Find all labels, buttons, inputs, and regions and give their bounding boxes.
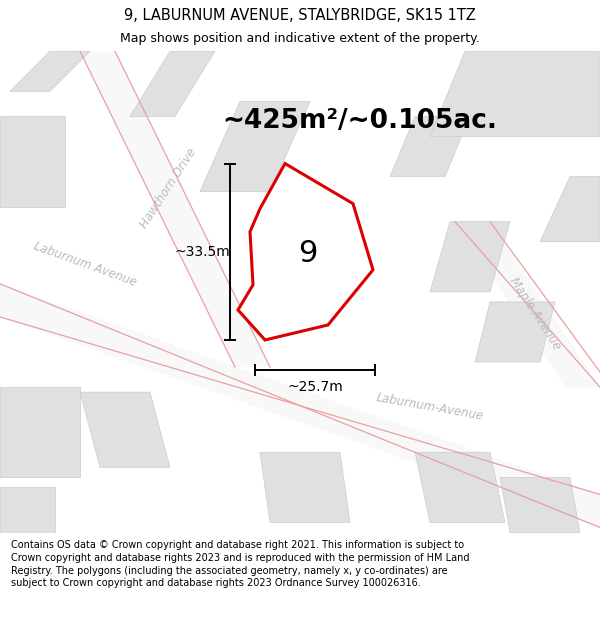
Text: ~25.7m: ~25.7m <box>287 380 343 394</box>
Polygon shape <box>0 488 55 532</box>
Polygon shape <box>80 392 170 468</box>
Text: Maple Avenue: Maple Avenue <box>507 276 563 352</box>
Polygon shape <box>455 222 600 387</box>
Text: Laburnum Avenue: Laburnum Avenue <box>32 239 138 289</box>
Text: Hawthorn Drive: Hawthorn Drive <box>137 146 199 231</box>
Polygon shape <box>500 478 580 532</box>
Polygon shape <box>0 116 65 207</box>
Polygon shape <box>80 51 270 367</box>
Text: ~425m²/~0.105ac.: ~425m²/~0.105ac. <box>223 108 497 134</box>
Polygon shape <box>10 51 90 91</box>
Text: 9, LABURNUM AVENUE, STALYBRIDGE, SK15 1TZ: 9, LABURNUM AVENUE, STALYBRIDGE, SK15 1T… <box>124 8 476 23</box>
Polygon shape <box>0 387 80 478</box>
Text: Contains OS data © Crown copyright and database right 2021. This information is : Contains OS data © Crown copyright and d… <box>11 540 469 588</box>
Text: Map shows position and indicative extent of the property.: Map shows position and indicative extent… <box>120 32 480 45</box>
Polygon shape <box>0 284 600 528</box>
Polygon shape <box>540 177 600 242</box>
Polygon shape <box>130 51 215 116</box>
Polygon shape <box>430 51 600 136</box>
Polygon shape <box>238 164 373 340</box>
Polygon shape <box>390 116 470 177</box>
Polygon shape <box>415 452 505 522</box>
Polygon shape <box>260 452 350 522</box>
Polygon shape <box>475 302 555 362</box>
Polygon shape <box>200 101 310 192</box>
Text: ~33.5m: ~33.5m <box>174 245 230 259</box>
Text: Laburnum-Avenue: Laburnum-Avenue <box>375 391 485 423</box>
Text: 9: 9 <box>298 239 317 268</box>
Polygon shape <box>430 222 510 292</box>
